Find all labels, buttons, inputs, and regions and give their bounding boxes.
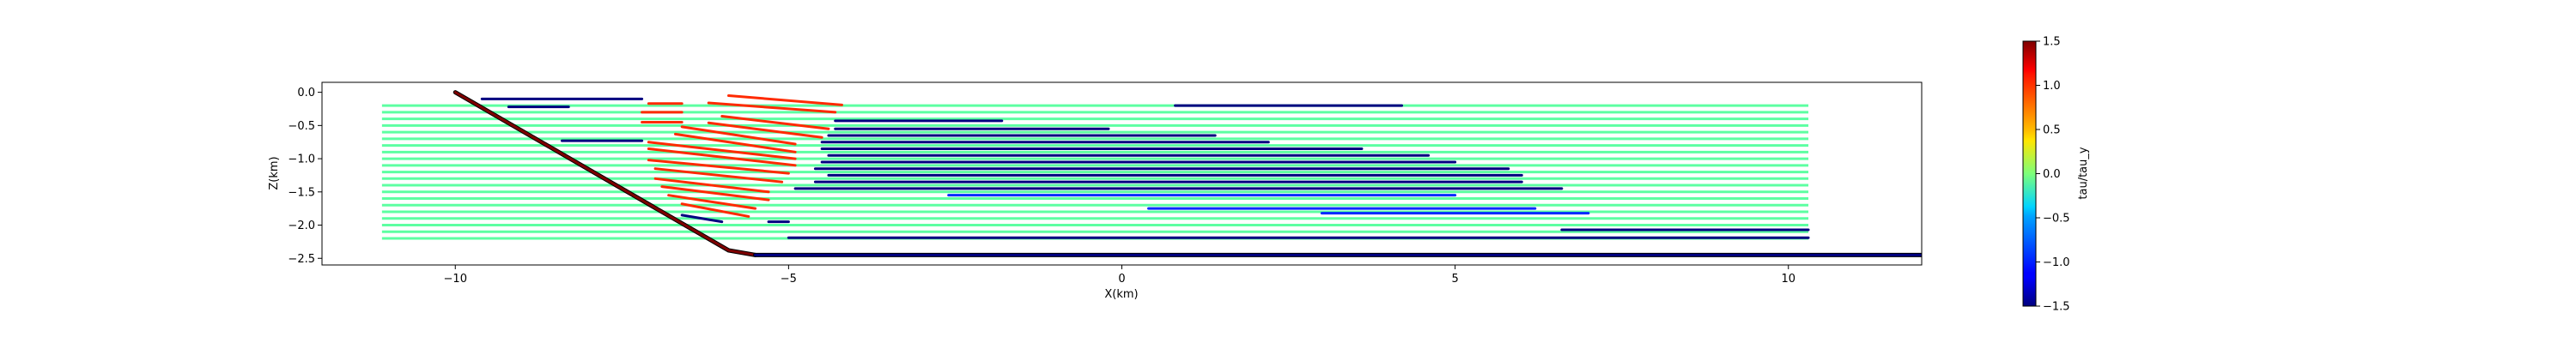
series-line-31 (653, 167, 784, 184)
series-line-30 (647, 159, 790, 175)
series-line-23 (707, 101, 837, 114)
plot-area (321, 81, 1923, 266)
y-tick-label: −0.5 (288, 120, 315, 133)
series-line-33 (660, 185, 770, 202)
colorbar-tick-label: −1.0 (2043, 256, 2070, 269)
x-axis: −10 −5 0 5 10 (444, 265, 1795, 286)
y-axis: 0.0 −0.5 −1.0 −1.5 −2.0 −2.5 (288, 87, 322, 266)
colorbar-tick-label: −1.5 (2043, 301, 2070, 314)
y-tick-label: −2.0 (288, 220, 315, 232)
x-tick-label: 5 (1451, 273, 1458, 286)
series-line-26 (680, 125, 797, 146)
colorbar-label: tau/tau_y (2077, 147, 2090, 199)
boundary-slope (453, 91, 757, 256)
colorbar-tick-label: 0.5 (2043, 124, 2061, 137)
colorbar-gradient (2022, 40, 2037, 307)
x-tick-label: −5 (781, 273, 797, 286)
colorbar-tick-label: 1.0 (2043, 80, 2061, 93)
colorbar: 1.5 1.0 0.5 0.0 −0.5 −1.0 −1.5 tau/tau_y (2022, 36, 2090, 314)
series-line-32 (653, 177, 770, 194)
series-line-24 (720, 115, 830, 130)
x-tick-label: 10 (1781, 273, 1795, 286)
series-line-34 (667, 194, 757, 210)
colorbar-ticks: 1.5 1.0 0.5 0.0 −0.5 −1.0 −1.5 (2036, 36, 2070, 314)
series-line-25 (707, 121, 823, 139)
series-line-29 (647, 147, 797, 167)
background-layers (381, 104, 1809, 240)
colorbar-tick-label: 0.0 (2043, 168, 2061, 181)
y-tick-label: −2.5 (288, 253, 315, 266)
y-axis-label: Z(km) (268, 156, 281, 190)
series-line-28 (647, 141, 797, 160)
y-tick-label: 0.0 (297, 87, 315, 99)
series-lines (480, 93, 1810, 239)
colorbar-tick-label: 1.5 (2043, 36, 2061, 49)
colorbar-tick-label: −0.5 (2043, 213, 2070, 226)
y-tick-label: −1.0 (288, 153, 315, 166)
series-line-35 (680, 202, 750, 218)
series-line-17 (680, 214, 724, 224)
series-line-27 (673, 132, 797, 153)
boundary-lines (453, 90, 1922, 257)
y-tick-label: −1.5 (288, 186, 315, 199)
series-line-22 (727, 93, 843, 106)
x-tick-label: 0 (1118, 273, 1125, 286)
x-axis-label: X(km) (1104, 288, 1138, 301)
x-tick-label: −10 (444, 273, 467, 286)
